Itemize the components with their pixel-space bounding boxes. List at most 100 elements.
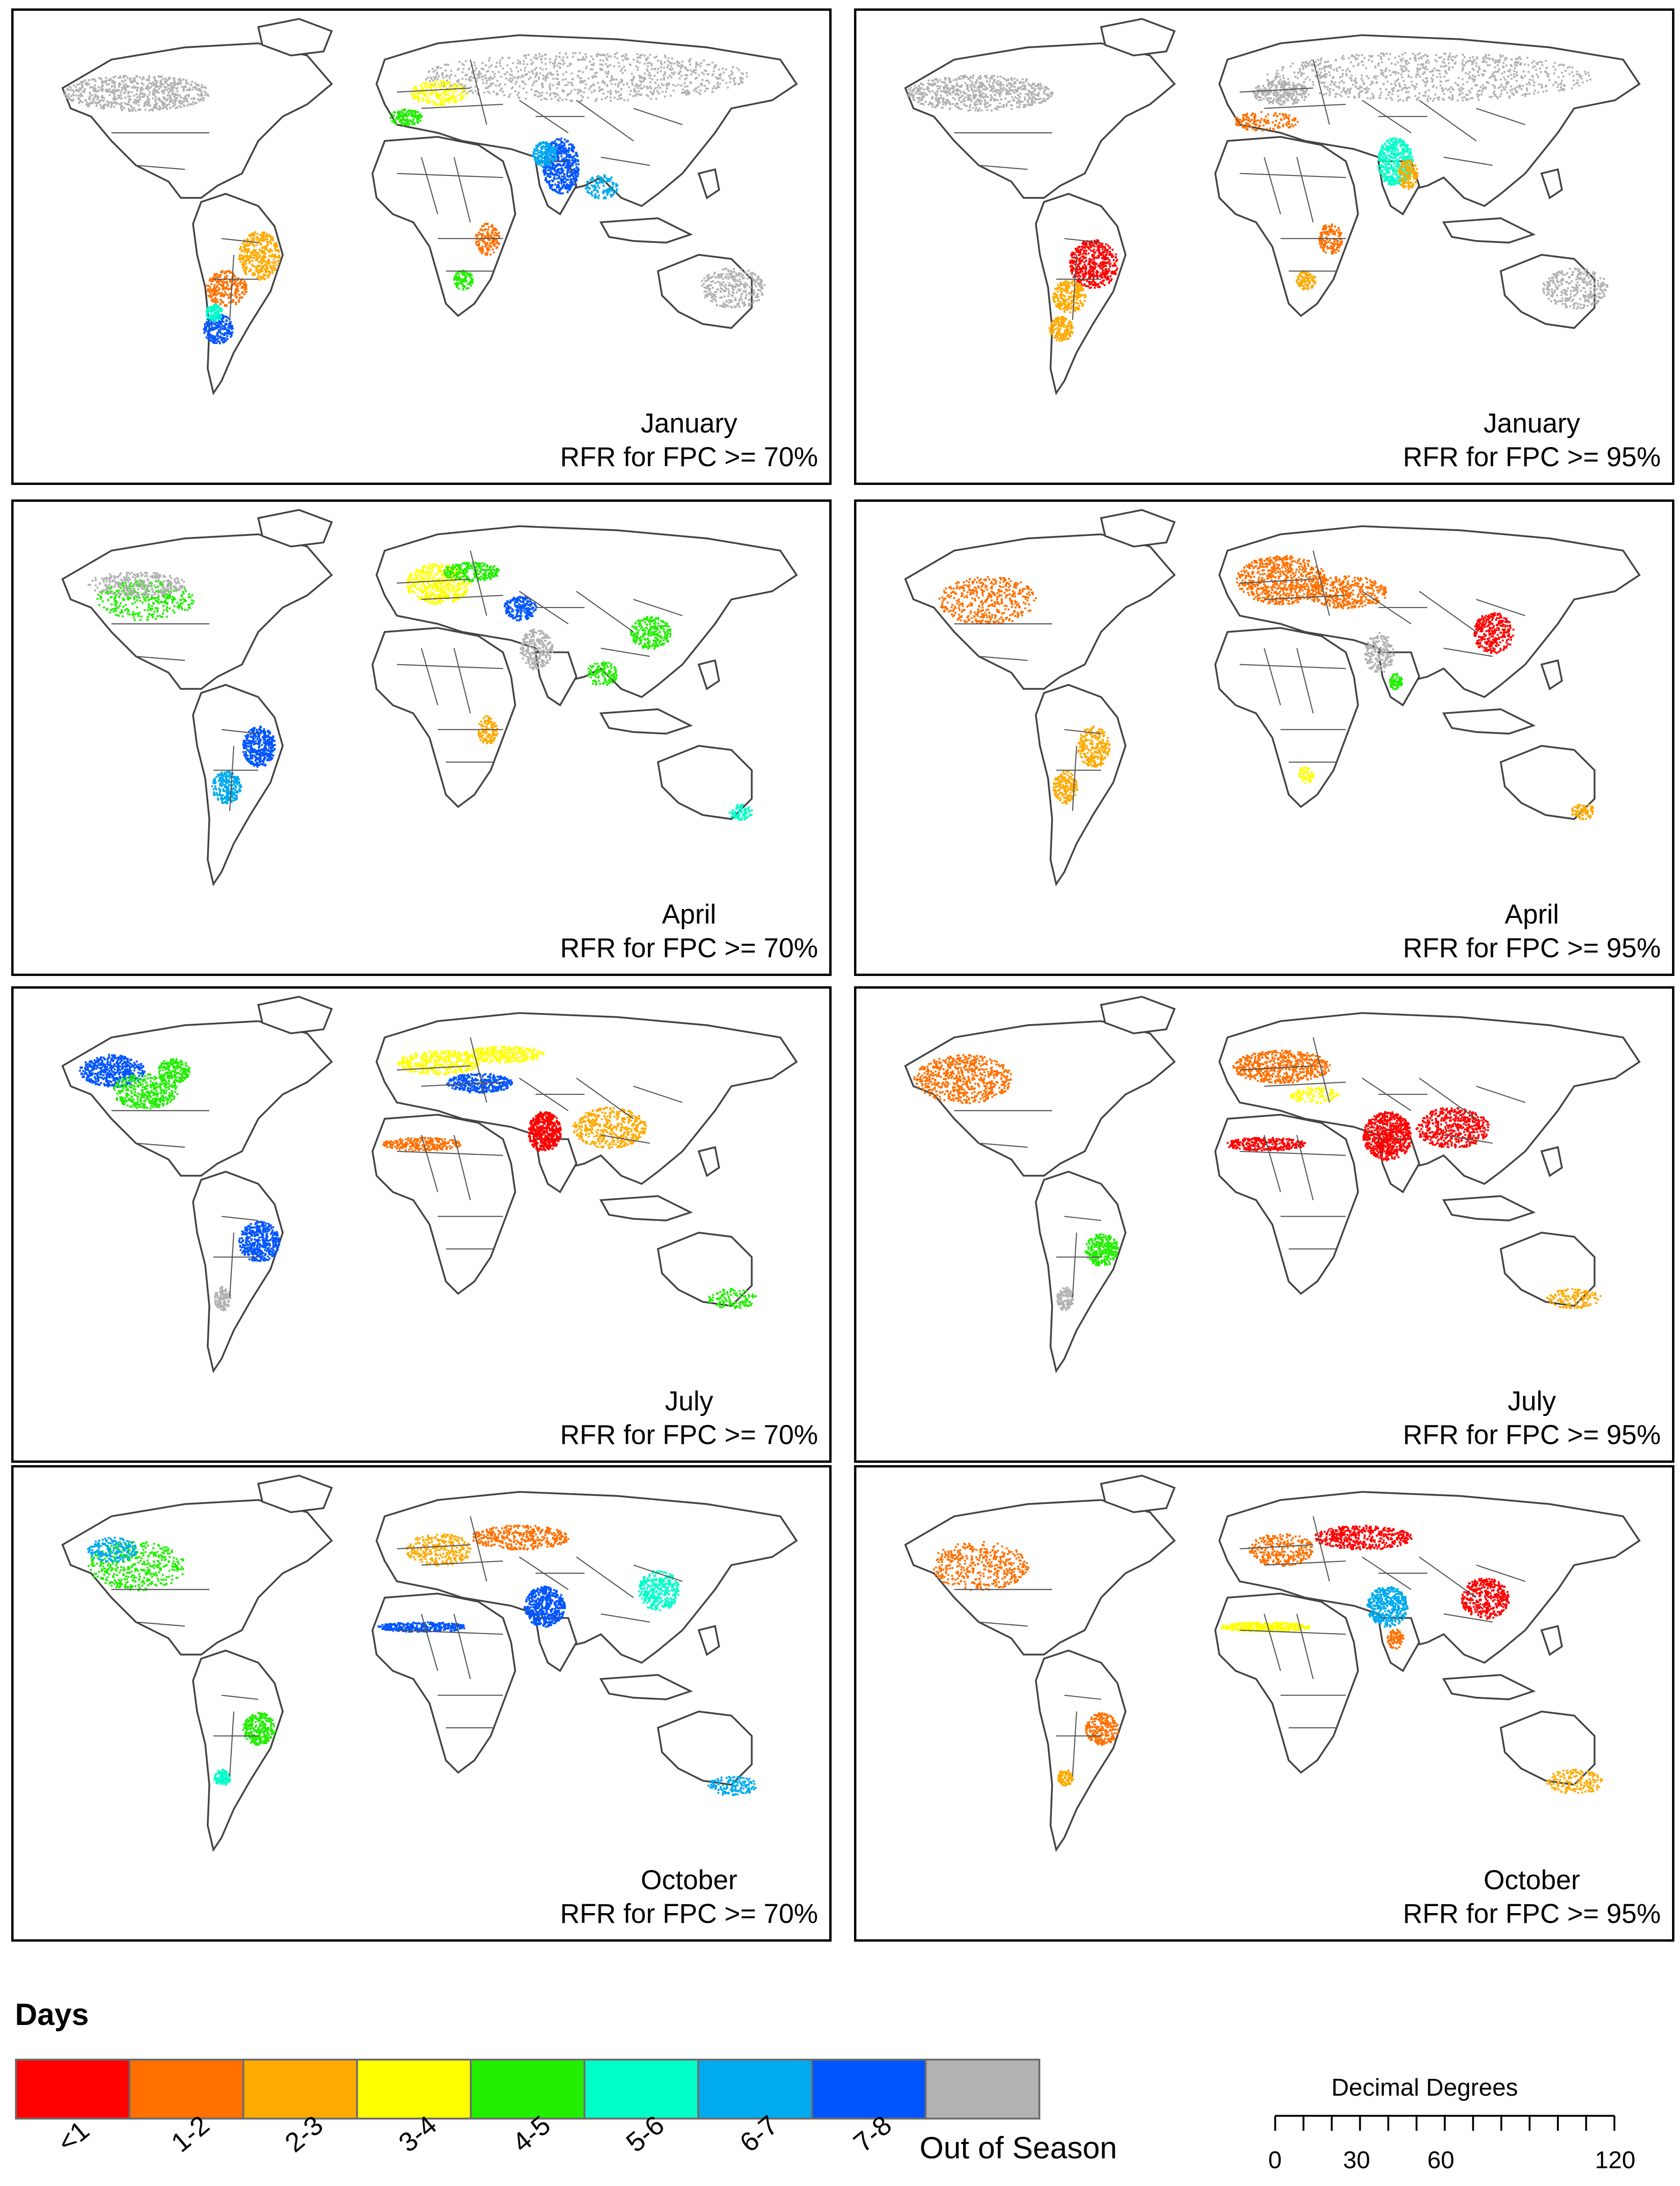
rfr-pixel	[261, 278, 263, 280]
rfr-pixel	[172, 91, 174, 94]
rfr-pixel	[539, 152, 541, 154]
rfr-pixel	[120, 97, 123, 100]
rfr-pixel	[914, 92, 917, 95]
rfr-pixel	[164, 106, 167, 108]
rfr-pixel	[457, 94, 460, 97]
rfr-pixel	[554, 166, 556, 169]
rfr-pixel	[262, 259, 264, 261]
rfr-pixel	[456, 283, 459, 286]
rfr-pixel	[86, 101, 88, 103]
rfr-pixel	[999, 85, 1001, 88]
rfr-pixel	[224, 304, 226, 306]
rfr-pixel	[203, 332, 205, 334]
rfr-pixel	[440, 99, 442, 102]
rfr-pixel	[595, 100, 597, 102]
rfr-pixel	[712, 87, 714, 89]
rfr-pixel	[733, 83, 736, 86]
rfr-pixel	[234, 280, 237, 282]
rfr-pixel	[411, 92, 414, 95]
rfr-pixel	[415, 85, 417, 88]
rfr-pixel	[471, 72, 473, 74]
rfr-pixel	[414, 111, 416, 114]
rfr-pixel	[452, 85, 454, 88]
rfr-pixel	[247, 255, 249, 257]
rfr-pixel	[214, 277, 217, 279]
rfr-pixel	[267, 235, 269, 237]
rfr-pixel	[474, 69, 476, 72]
rfr-pixel	[493, 244, 496, 247]
rfr-pixel	[742, 284, 745, 286]
rfr-pixel	[570, 159, 573, 161]
rfr-pixel	[242, 246, 245, 248]
rfr-pixel	[152, 94, 154, 96]
rfr-pixel	[550, 152, 553, 154]
rfr-pixel	[585, 66, 588, 68]
rfr-pixel	[670, 66, 672, 68]
rfr-pixel	[459, 277, 461, 279]
rfr-pixel	[161, 91, 164, 94]
rfr-pixel	[679, 67, 682, 69]
rfr-pixel	[213, 309, 216, 311]
rfr-pixel	[154, 103, 157, 106]
rfr-pixel	[207, 285, 210, 287]
rfr-pixel	[919, 87, 921, 89]
rfr-pixel	[533, 151, 535, 153]
rfr-pixel	[248, 244, 251, 246]
rfr-pixel	[606, 189, 608, 191]
rfr-pixel	[549, 94, 551, 96]
rfr-pixel	[127, 92, 129, 95]
rfr-pixel	[994, 88, 997, 91]
rfr-pixel	[734, 297, 737, 299]
rfr-pixel	[557, 149, 559, 152]
rfr-pixel	[562, 56, 564, 59]
rfr-pixel	[727, 276, 730, 278]
rfr-pixel	[705, 70, 708, 72]
rfr-pixel	[549, 58, 551, 60]
rfr-pixel	[560, 192, 562, 195]
rfr-pixel	[515, 81, 518, 83]
rfr-pixel	[214, 287, 217, 289]
rfr-pixel	[210, 313, 212, 315]
rfr-pixel	[741, 77, 744, 80]
rfr-pixel	[481, 225, 483, 227]
rfr-pixel	[615, 78, 618, 81]
rfr-pixel	[410, 93, 412, 95]
rfr-pixel	[606, 66, 609, 68]
rfr-pixel	[524, 66, 526, 69]
rfr-pixel	[486, 254, 488, 256]
rfr-pixel	[459, 282, 461, 284]
rfr-pixel	[584, 83, 587, 86]
rfr-pixel	[631, 73, 633, 75]
rfr-pixel	[713, 85, 716, 88]
rfr-pixel	[228, 293, 231, 295]
rfr-pixel	[153, 90, 155, 93]
rfr-pixel	[564, 159, 567, 161]
rfr-pixel	[413, 115, 416, 117]
rfr-pixel	[1023, 81, 1025, 84]
rfr-pixel	[737, 83, 740, 85]
rfr-pixel	[745, 294, 748, 296]
rfr-pixel	[176, 87, 178, 89]
rfr-pixel	[256, 253, 259, 256]
rfr-pixel	[684, 85, 687, 88]
rfr-pixel	[437, 92, 439, 95]
rfr-pixel	[646, 57, 649, 59]
rfr-pixel	[497, 71, 500, 73]
rfr-pixel	[217, 293, 219, 295]
rfr-pixel	[697, 63, 700, 66]
rfr-pixel	[471, 278, 474, 280]
rfr-pixel	[687, 89, 689, 92]
rfr-pixel	[671, 72, 673, 74]
rfr-pixel	[1048, 97, 1050, 99]
rfr-pixel	[223, 340, 226, 342]
rfr-pixel	[568, 147, 570, 149]
rfr-pixel	[750, 272, 752, 274]
rfr-pixel	[552, 168, 555, 170]
rfr-pixel	[460, 93, 462, 96]
rfr-pixel	[207, 308, 209, 311]
rfr-pixel	[743, 305, 745, 307]
rfr-pixel	[755, 285, 757, 287]
rfr-pixel	[122, 75, 125, 78]
rfr-pixel	[397, 111, 399, 113]
rfr-pixel	[572, 150, 575, 153]
